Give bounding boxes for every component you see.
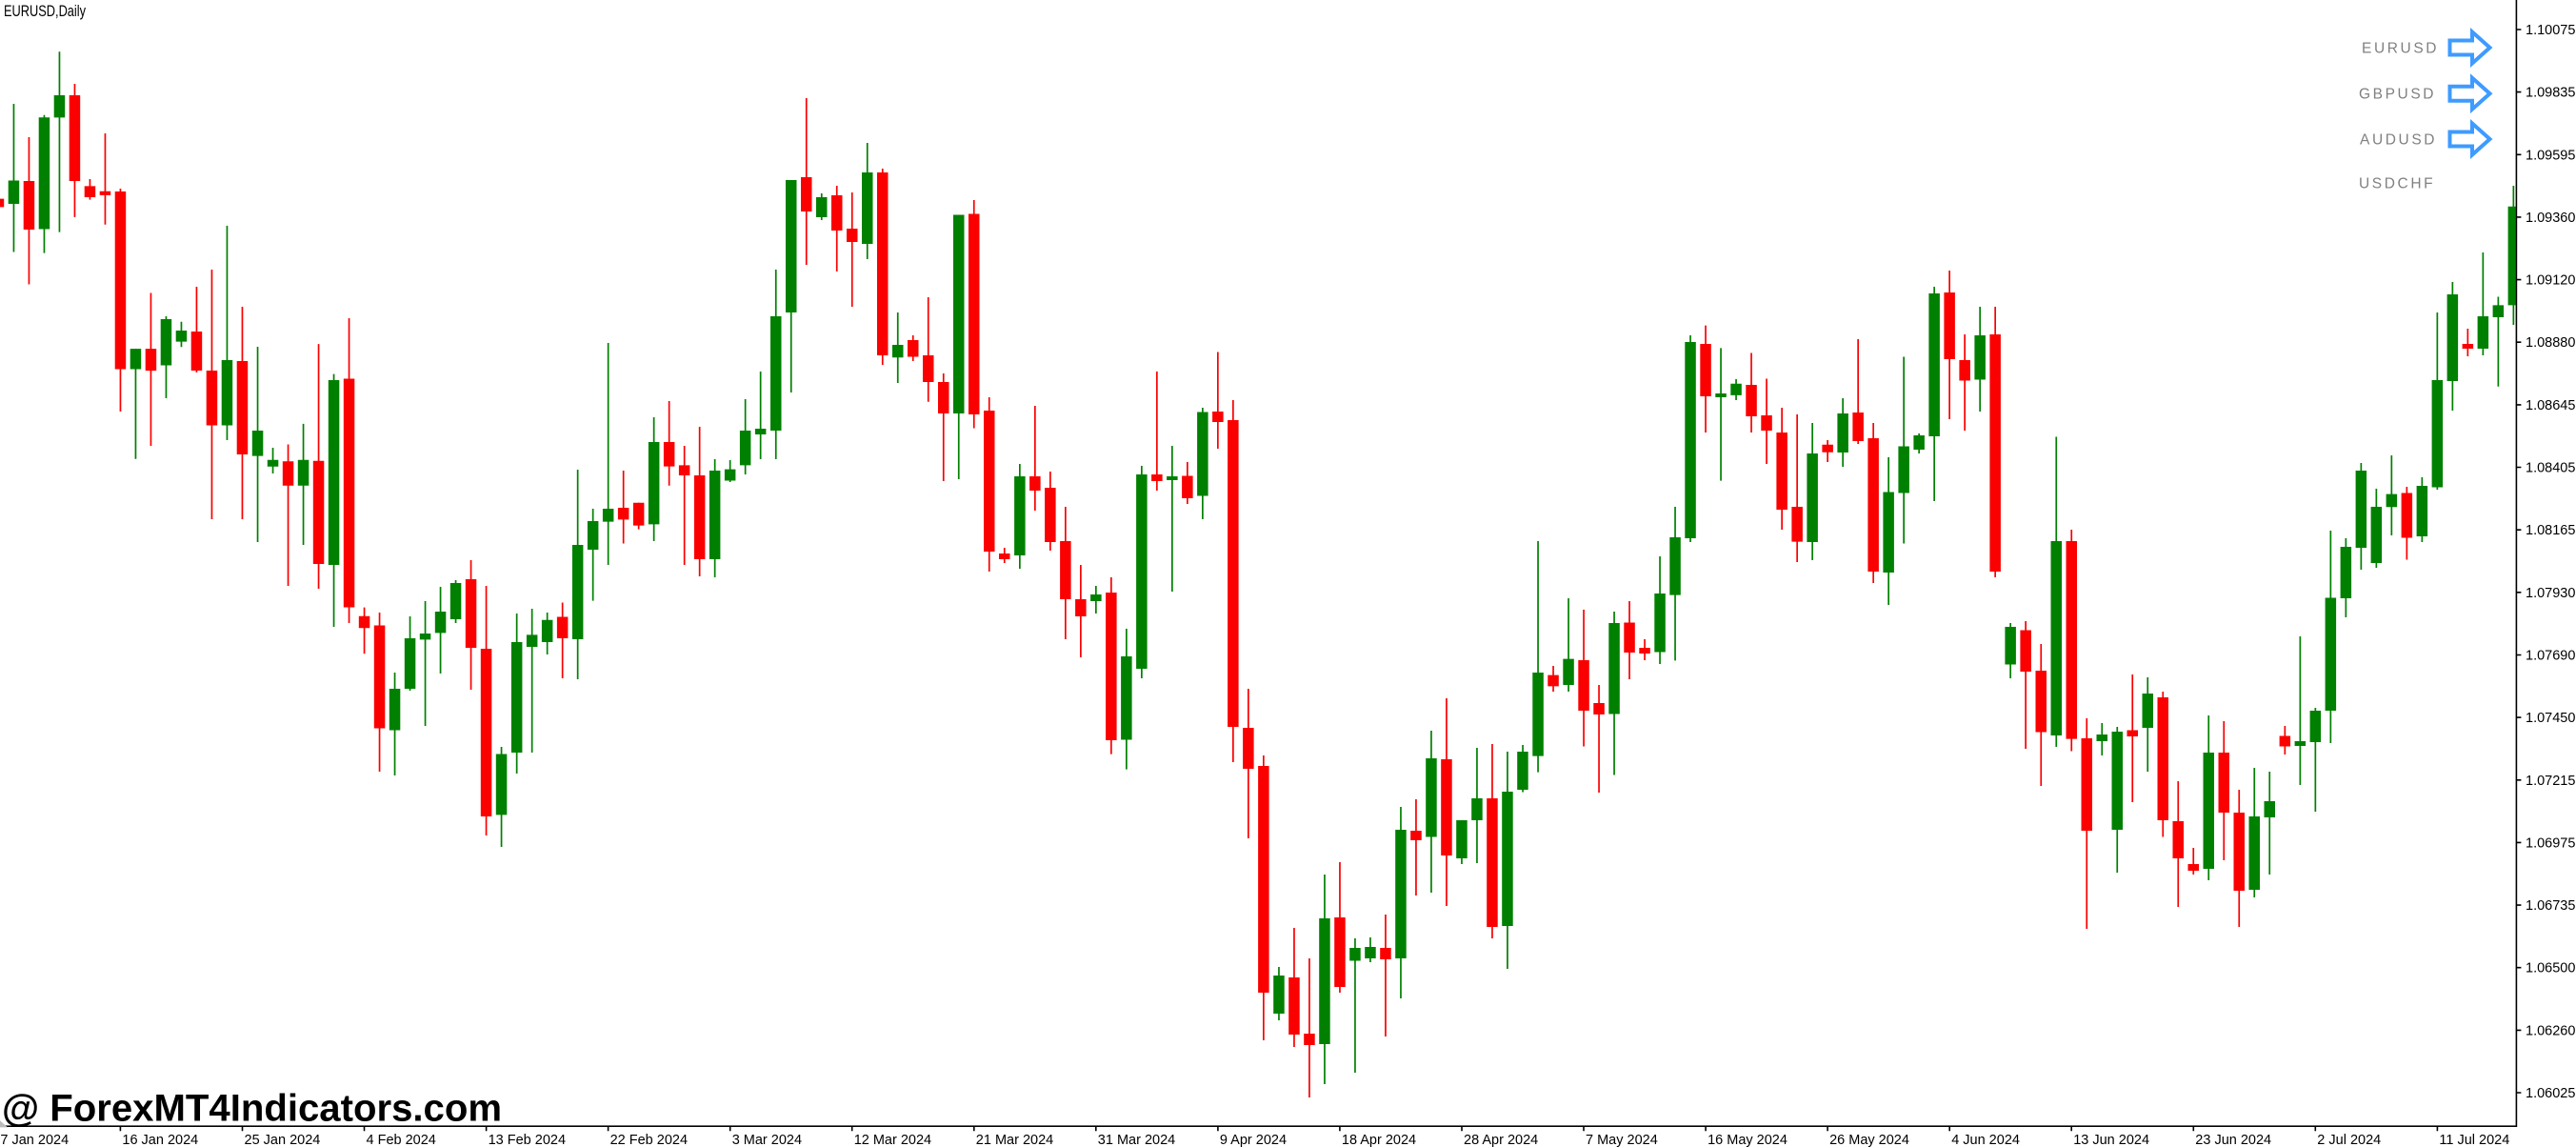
svg-text:26 May 2024: 26 May 2024	[1829, 1133, 1909, 1147]
svg-text:21 Mar 2024: 21 Mar 2024	[976, 1133, 1053, 1147]
svg-text:2 Jul 2024: 2 Jul 2024	[2317, 1133, 2381, 1147]
svg-text:1.09835: 1.09835	[2526, 86, 2575, 101]
svg-text:16 May 2024: 16 May 2024	[1707, 1133, 1787, 1147]
svg-text:1.07215: 1.07215	[2526, 774, 2575, 789]
svg-text:16 Jan 2024: 16 Jan 2024	[122, 1133, 198, 1147]
svg-text:1.08405: 1.08405	[2526, 461, 2575, 476]
svg-text:1.08165: 1.08165	[2526, 523, 2575, 538]
svg-text:1.09595: 1.09595	[2526, 148, 2575, 163]
svg-text:USDCHF: USDCHF	[2359, 176, 2435, 192]
svg-text:25 Jan 2024: 25 Jan 2024	[245, 1133, 321, 1147]
svg-text:23 Jun 2024: 23 Jun 2024	[2195, 1133, 2271, 1147]
svg-text:1.07450: 1.07450	[2526, 711, 2575, 726]
svg-text:1.06500: 1.06500	[2526, 961, 2575, 976]
svg-text:AUDUSD: AUDUSD	[2360, 132, 2437, 149]
svg-text:13 Jun 2024: 13 Jun 2024	[2073, 1133, 2149, 1147]
svg-text:7 May 2024: 7 May 2024	[1586, 1133, 1658, 1147]
svg-text:GBPUSD: GBPUSD	[2359, 87, 2436, 103]
svg-text:28 Apr 2024: 28 Apr 2024	[1464, 1133, 1538, 1147]
svg-text:1.07690: 1.07690	[2526, 649, 2575, 664]
svg-text:22 Feb 2024: 22 Feb 2024	[610, 1133, 688, 1147]
svg-text:31 Mar 2024: 31 Mar 2024	[1098, 1133, 1175, 1147]
svg-text:@ ForexMT4Indicators.com: @ ForexMT4Indicators.com	[2, 1088, 502, 1130]
svg-text:18 Apr 2024: 18 Apr 2024	[1342, 1133, 1416, 1147]
svg-text:1.07930: 1.07930	[2526, 586, 2575, 601]
svg-text:1.09360: 1.09360	[2526, 211, 2575, 226]
svg-text:7 Jan 2024: 7 Jan 2024	[0, 1133, 69, 1147]
svg-text:13 Feb 2024: 13 Feb 2024	[489, 1133, 566, 1147]
svg-text:1.10075: 1.10075	[2526, 23, 2575, 38]
svg-text:3 Mar 2024: 3 Mar 2024	[732, 1133, 802, 1147]
svg-text:1.08645: 1.08645	[2526, 398, 2575, 413]
svg-text:1.08880: 1.08880	[2526, 335, 2575, 351]
svg-text:1.06260: 1.06260	[2526, 1023, 2575, 1038]
svg-text:1.06975: 1.06975	[2526, 835, 2575, 851]
svg-text:EURUSD: EURUSD	[2362, 41, 2439, 57]
svg-text:1.06735: 1.06735	[2526, 898, 2575, 914]
svg-text:12 Mar 2024: 12 Mar 2024	[854, 1133, 931, 1147]
svg-text:1.06025: 1.06025	[2526, 1086, 2575, 1101]
svg-text:4 Jun 2024: 4 Jun 2024	[1951, 1133, 2020, 1147]
svg-text:4 Feb 2024: 4 Feb 2024	[367, 1133, 436, 1147]
svg-text:1.09120: 1.09120	[2526, 273, 2575, 289]
svg-text:EURUSD,Daily: EURUSD,Daily	[4, 2, 86, 20]
svg-text:9 Apr 2024: 9 Apr 2024	[1220, 1133, 1287, 1147]
svg-text:11 Jul 2024: 11 Jul 2024	[2439, 1133, 2509, 1147]
